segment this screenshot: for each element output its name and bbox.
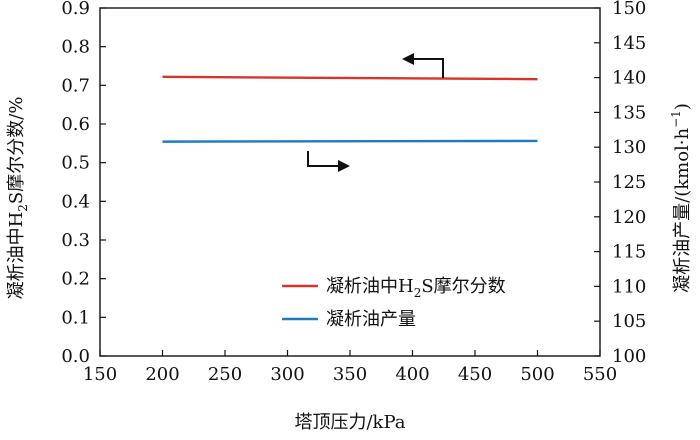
right-axis-arrow bbox=[307, 151, 350, 172]
series-line-1 bbox=[162, 139, 538, 143]
x-tick-label: 500 bbox=[520, 364, 554, 385]
y-right-tick-label: 105 bbox=[612, 311, 646, 332]
y-left-tick-label: 0.3 bbox=[61, 230, 90, 251]
y-axis-left-title: 凝析油中H2S摩尔分数/% bbox=[6, 97, 30, 300]
y-right-tick-label: 145 bbox=[612, 33, 646, 54]
y-right-tick-label: 110 bbox=[612, 276, 646, 297]
y-left-tick-label: 0.6 bbox=[61, 114, 90, 135]
y-left-tick-label: 0.1 bbox=[61, 307, 90, 328]
legend-label-h2s: 凝析油中H2S摩尔分数 bbox=[326, 276, 506, 300]
left-axis-arrow bbox=[402, 53, 444, 78]
y-right-tick-label: 100 bbox=[612, 346, 646, 367]
y-right-tick-label: 125 bbox=[612, 172, 646, 193]
y-left-tick-label: 0.2 bbox=[61, 269, 90, 290]
y-right-tick-label: 115 bbox=[612, 242, 646, 263]
y-right-tick-label: 130 bbox=[612, 137, 646, 158]
y-left-tick-label: 0.5 bbox=[61, 153, 90, 174]
x-tick-label: 400 bbox=[395, 364, 429, 385]
y-axis-right-title: 凝析油产量/(kmol·h−1) bbox=[669, 103, 693, 293]
x-tick-label: 450 bbox=[458, 364, 492, 385]
y-right-tick-label: 150 bbox=[612, 0, 646, 19]
y-left-tick-label: 0.4 bbox=[61, 191, 90, 212]
y-left-tick-label: 0.0 bbox=[61, 346, 90, 367]
x-tick-label: 350 bbox=[333, 364, 367, 385]
x-tick-label: 150 bbox=[83, 364, 117, 385]
legend: 凝析油中H2S摩尔分数 凝析油产量 bbox=[282, 276, 506, 330]
x-tick-label: 550 bbox=[583, 364, 617, 385]
legend-label-yield: 凝析油产量 bbox=[326, 309, 416, 330]
tick-layer: 150 200 250 300 350 400 450 500 550 0.0 0.1 0.2 0.3 0… bbox=[61, 0, 646, 385]
y-right-tick-label: 120 bbox=[612, 207, 646, 228]
y-left-tick-label: 0.7 bbox=[61, 75, 90, 96]
series-layer bbox=[162, 75, 538, 143]
y-right-tick-label: 135 bbox=[612, 102, 646, 123]
y-left-tick-label: 0.9 bbox=[61, 0, 90, 19]
x-axis-title: 塔顶压力/kPa bbox=[294, 412, 405, 433]
x-tick-label: 200 bbox=[145, 364, 179, 385]
x-tick-label: 250 bbox=[208, 364, 242, 385]
x-tick-label: 300 bbox=[270, 364, 304, 385]
y-left-tick-label: 0.8 bbox=[61, 37, 90, 58]
plot-border bbox=[99, 7, 601, 357]
y-right-tick-label: 140 bbox=[612, 68, 646, 89]
plot-frame bbox=[99, 7, 601, 357]
series-line-0 bbox=[162, 75, 538, 81]
